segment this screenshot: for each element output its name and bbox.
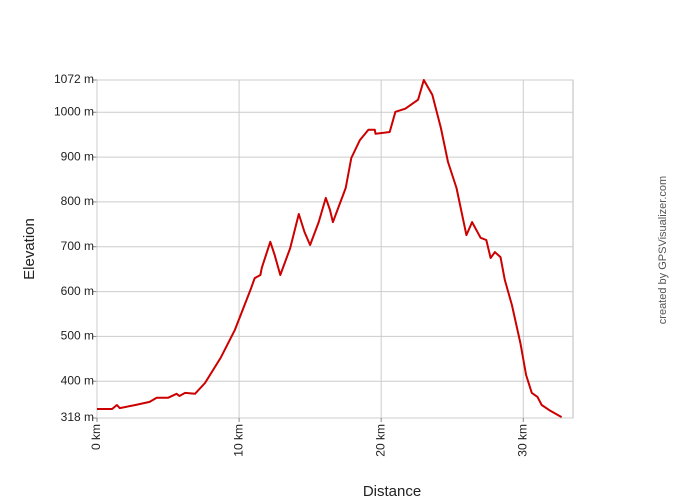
- y-tick-label: 900 m: [61, 149, 94, 163]
- x-tick-label: 10 km: [231, 424, 245, 457]
- plot-frame: [96, 79, 574, 419]
- x-axis-label: Distance: [363, 483, 421, 498]
- y-tick-label: 600 m: [61, 284, 94, 298]
- x-tick-label: 0 km: [89, 424, 103, 450]
- y-tick-label: 800 m: [61, 194, 94, 208]
- y-tick-label: 1072 m: [54, 72, 94, 86]
- y-axis-label: Elevation: [21, 218, 38, 280]
- y-tick-label: 1000 m: [54, 104, 94, 118]
- y-tick-label: 400 m: [61, 373, 94, 387]
- y-tick-label: 700 m: [61, 239, 94, 253]
- x-tick-label: 20 km: [373, 424, 387, 457]
- x-tick-label: 30 km: [515, 424, 529, 457]
- credit: created by GPSVisualizer.com: [657, 176, 669, 324]
- y-tick-label: 318 m: [61, 410, 94, 424]
- elevation-line: [97, 79, 563, 418]
- y-tick-label: 500 m: [61, 329, 94, 343]
